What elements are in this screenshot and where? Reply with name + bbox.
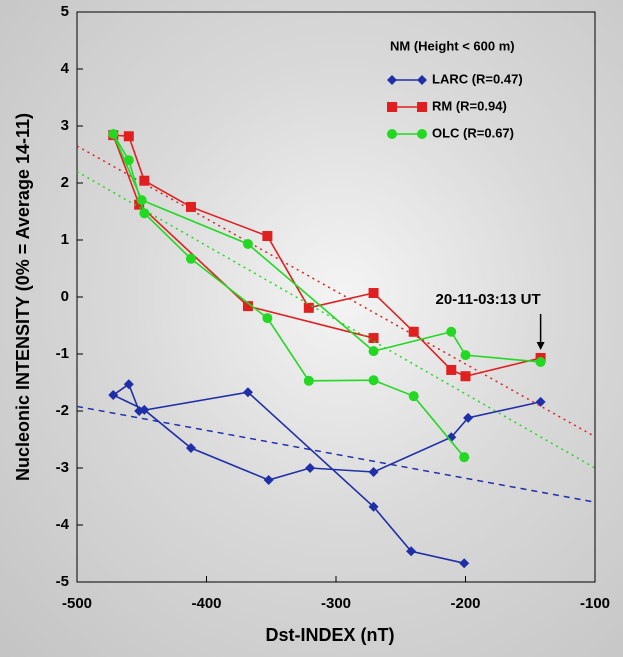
marker [242, 301, 253, 312]
marker [408, 326, 419, 337]
y-axis-label: Nucleonic INTENSITY (0% = Average 14-11) [13, 113, 33, 481]
marker [535, 396, 546, 407]
marker [406, 546, 417, 557]
marker [123, 379, 134, 390]
marker [417, 129, 427, 139]
marker [459, 452, 470, 463]
marker [417, 75, 427, 85]
marker [262, 231, 273, 242]
x-tick-label: -200 [450, 595, 480, 612]
marker [387, 102, 397, 112]
y-tick-label: 5 [61, 3, 69, 20]
marker [123, 131, 134, 142]
x-axis-label: Dst-INDEX (nT) [266, 625, 395, 645]
legend-label: RM (R=0.94) [432, 98, 507, 113]
marker [368, 466, 379, 477]
y-tick-label: 2 [61, 174, 69, 191]
marker [460, 371, 471, 382]
marker [262, 313, 273, 324]
marker [303, 302, 314, 313]
y-tick-label: -2 [56, 402, 69, 419]
marker [368, 501, 379, 512]
legend-label: OLC (R=0.67) [432, 125, 514, 140]
marker [242, 238, 253, 249]
x-tick-label: -500 [62, 595, 92, 612]
y-tick-label: 4 [61, 60, 70, 77]
marker [387, 75, 397, 85]
marker [303, 375, 314, 386]
y-tick-label: -3 [56, 459, 69, 476]
y-tick-label: 1 [61, 231, 69, 248]
marker [263, 474, 274, 485]
marker [108, 390, 119, 401]
x-tick-label: -400 [191, 595, 221, 612]
marker [185, 443, 196, 454]
marker [417, 102, 427, 112]
marker [305, 463, 316, 473]
marker [139, 404, 150, 415]
x-tick-label: -100 [580, 595, 610, 612]
marker [368, 288, 379, 299]
y-tick-label: -4 [56, 516, 70, 533]
marker [387, 129, 397, 139]
marker [108, 128, 119, 139]
marker [408, 391, 419, 402]
marker [242, 387, 253, 398]
legend-title: NM (Height < 600 m) [390, 38, 515, 53]
marker [446, 326, 457, 337]
marker [535, 356, 546, 367]
marker [139, 208, 150, 219]
y-tick-label: -1 [56, 345, 69, 362]
marker [123, 155, 134, 166]
series-line [112, 134, 541, 378]
y-tick-label: -5 [56, 573, 69, 590]
marker [136, 195, 147, 206]
marker [368, 333, 379, 344]
marker [368, 375, 379, 386]
trend-line [76, 405, 596, 503]
marker [459, 558, 470, 569]
annotation: 20-11-03:13 UT [436, 291, 541, 308]
annotation-arrowhead [536, 341, 545, 350]
x-tick-label: -300 [321, 595, 351, 612]
series-line [111, 382, 541, 564]
marker [368, 346, 379, 357]
marker [460, 350, 471, 361]
marker [134, 199, 145, 210]
y-tick-label: 3 [61, 117, 69, 134]
marker [185, 253, 196, 264]
marker [185, 201, 196, 212]
y-tick-label: 0 [61, 288, 69, 305]
marker [463, 412, 474, 423]
marker [139, 175, 150, 186]
legend-label: LARC (R=0.47) [432, 71, 523, 86]
marker [446, 364, 457, 375]
